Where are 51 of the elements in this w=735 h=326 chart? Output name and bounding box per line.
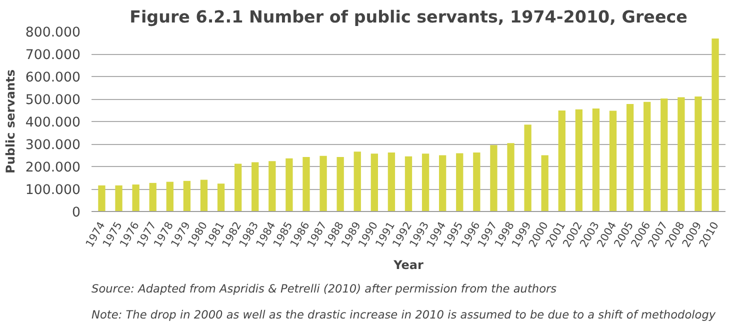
bar <box>217 184 225 212</box>
chart-title: Figure 6.2.1 Number of public servants, 1974-2010, Greece <box>130 8 688 26</box>
bar <box>456 153 464 212</box>
bar <box>490 145 498 212</box>
bar <box>404 156 412 212</box>
y-axis-title: Public servants <box>3 69 18 174</box>
bar <box>252 162 259 212</box>
y-tick-label: 600.000 <box>25 70 81 86</box>
y-tick-label: 100.000 <box>25 183 81 198</box>
bar <box>354 152 361 212</box>
bar <box>370 154 378 212</box>
y-tick-label: 300.000 <box>25 138 81 153</box>
y-tick-label: 800.000 <box>25 26 81 40</box>
bar <box>524 124 532 212</box>
bar <box>234 164 242 212</box>
y-tick-label: 400.000 <box>25 116 81 130</box>
bar <box>473 152 480 212</box>
bar <box>268 161 276 212</box>
bar <box>286 158 293 212</box>
bar <box>575 109 583 212</box>
bar <box>302 157 310 212</box>
bar <box>320 156 327 212</box>
y-tick-label: 700.000 <box>25 48 81 63</box>
bar <box>422 154 430 212</box>
bar <box>149 182 156 212</box>
bar <box>660 98 668 212</box>
bar <box>98 185 106 212</box>
bar <box>200 180 208 212</box>
bar <box>626 104 634 212</box>
y-tick-label: 500.000 <box>25 93 81 108</box>
bar <box>439 155 446 212</box>
x-axis-title: Year <box>392 258 424 272</box>
bar <box>712 38 719 212</box>
bar <box>609 110 617 212</box>
bar <box>132 184 140 212</box>
bar <box>558 110 566 212</box>
bar <box>678 97 685 212</box>
bar <box>592 108 600 212</box>
y-tick-label: 200.000 <box>25 160 81 176</box>
bar <box>115 185 122 212</box>
bar <box>507 143 514 212</box>
y-tick-label: 0 <box>72 206 81 220</box>
bar <box>644 102 651 212</box>
bar <box>694 96 702 212</box>
bar <box>388 152 396 212</box>
bar <box>166 182 174 212</box>
text: Note: The drop in 2000 as well as the drastic increase in 2010 is assumed to be due to a shift of methodology <box>92 308 716 322</box>
bar <box>541 155 548 212</box>
source-note: Source: Adapted from Aspridis & Petrelli (2010) after permission from the authors <box>92 282 557 296</box>
bar <box>183 180 191 212</box>
bar <box>336 157 344 212</box>
